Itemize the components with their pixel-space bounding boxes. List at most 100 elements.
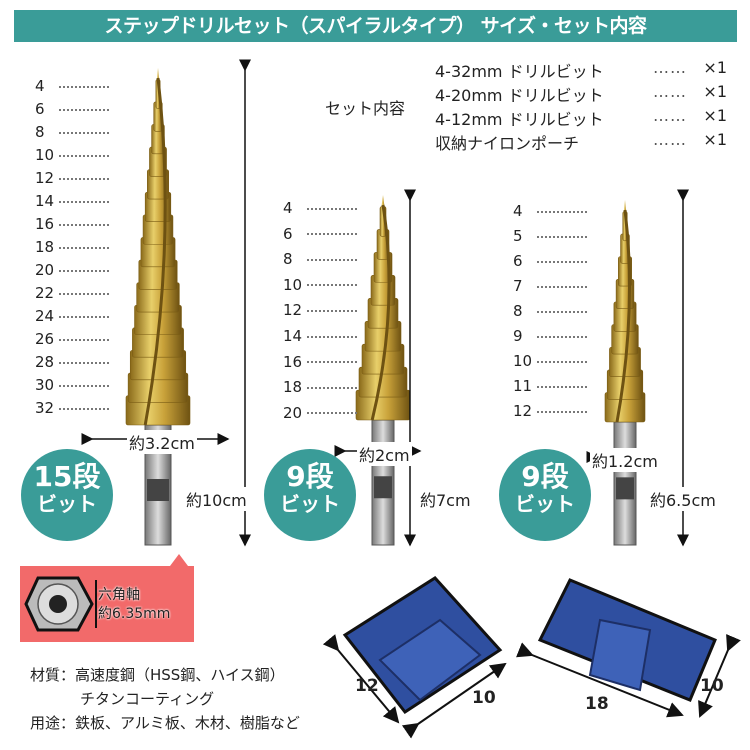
dotted-leader <box>537 260 587 263</box>
badge-9-step: 9段 ビット <box>499 449 591 541</box>
dotted-leader <box>307 233 357 236</box>
step-size-label: 16 <box>35 215 109 233</box>
set-contents-label: セット内容 <box>325 99 406 118</box>
step-size-label: 12 <box>513 402 587 420</box>
step-size-label: 14 <box>35 192 109 210</box>
pouch-width: 12 <box>355 676 379 696</box>
step-size-label: 12 <box>35 169 109 187</box>
spiral-flute <box>143 77 167 426</box>
dotted-leader <box>537 285 587 288</box>
dotted-leader <box>537 360 587 363</box>
dotted-leader <box>307 284 357 287</box>
step-size-label: 16 <box>283 353 357 371</box>
shank-groove <box>616 477 634 500</box>
dotted-leader <box>59 407 109 410</box>
step-size-label: 6 <box>35 100 109 118</box>
dotted-leader <box>59 177 109 180</box>
shank-label: 六角軸 <box>98 587 140 603</box>
dotted-leader <box>59 200 109 203</box>
step-size-label: 12 <box>283 301 357 319</box>
step-size-label: 4 <box>513 202 587 220</box>
set-item: 4-12mm ドリルビット…… ×1 <box>435 106 727 129</box>
pouch-width: 18 <box>585 694 609 714</box>
dotted-leader <box>537 310 587 313</box>
dotted-leader <box>307 412 357 415</box>
length-label: 約7cm <box>418 487 473 511</box>
set-item: 収納ナイロンポーチ…… ×1 <box>435 130 727 153</box>
dotted-leader <box>59 315 109 318</box>
pouch-height: 10 <box>700 676 724 696</box>
step-size-label: 9 <box>513 327 587 345</box>
dotted-leader <box>307 335 357 338</box>
step-size-label: 20 <box>283 404 357 422</box>
length-label: 約10cm <box>184 487 249 511</box>
shank-groove <box>374 476 392 499</box>
set-contents: セット内容 4-32mm ドリルビット…… ×1 4-20mm ドリルビット…… ×… <box>325 58 745 158</box>
width-label: 約1.2cm <box>590 448 660 472</box>
hex-shank-callout: 六角軸 約6.35mm <box>20 554 194 642</box>
pouch-height: 10 <box>472 688 496 708</box>
dotted-leader <box>59 269 109 272</box>
step-size-label: 20 <box>35 261 109 279</box>
dotted-leader <box>537 210 587 213</box>
spiral-flute <box>615 209 631 423</box>
step-size-label: 26 <box>35 330 109 348</box>
dotted-leader <box>59 223 109 226</box>
step-drill-bit <box>604 200 646 546</box>
spiral-flute <box>370 204 391 421</box>
step-size-label: 28 <box>35 353 109 371</box>
badge-9-step: 9段 ビット <box>264 449 356 541</box>
dotted-leader <box>307 361 357 364</box>
dotted-leader <box>59 384 109 387</box>
step-drill-bit <box>355 195 411 546</box>
shank-size: 約6.35mm <box>98 606 171 622</box>
set-item: 4-32mm ドリルビット…… ×1 <box>435 58 727 81</box>
step-size-label: 6 <box>283 225 357 243</box>
pouch-large <box>516 578 741 718</box>
step-size-label: 14 <box>283 327 357 345</box>
dotted-leader <box>59 246 109 249</box>
dotted-leader <box>59 85 109 88</box>
step-size-label: 6 <box>513 252 587 270</box>
pouch-small <box>322 576 507 739</box>
set-item: 4-20mm ドリルビット…… ×1 <box>435 82 727 105</box>
badge-15-step: 15段 ビット <box>21 449 113 541</box>
dotted-leader <box>537 385 587 388</box>
step-size-label: 8 <box>513 302 587 320</box>
step-size-label: 32 <box>35 399 109 417</box>
dotted-leader <box>307 386 357 389</box>
dotted-leader <box>59 108 109 111</box>
step-size-label: 10 <box>35 146 109 164</box>
step-size-label: 18 <box>283 378 357 396</box>
dotted-leader <box>59 154 109 157</box>
hex-nut-icon <box>24 576 97 632</box>
dotted-leader <box>307 207 357 210</box>
spec-material: 材質：高速度鋼（HSS鋼、ハイス鋼） <box>30 666 285 684</box>
step-size-label: 8 <box>283 250 357 268</box>
dotted-leader <box>537 335 587 338</box>
step-size-label: 22 <box>35 284 109 302</box>
dotted-leader <box>59 292 109 295</box>
step-size-label: 10 <box>283 276 357 294</box>
dotted-leader <box>537 235 587 238</box>
step-drill-bit <box>125 68 191 546</box>
spec-coating: チタンコーティング <box>80 690 215 708</box>
dotted-leader <box>59 361 109 364</box>
width-label: 約3.2cm <box>127 430 197 454</box>
dotted-leader <box>537 410 587 413</box>
step-size-label: 4 <box>283 199 357 217</box>
step-size-label: 10 <box>513 352 587 370</box>
dotted-leader <box>307 258 357 261</box>
step-size-label: 24 <box>35 307 109 325</box>
dotted-leader <box>59 131 109 134</box>
dotted-leader <box>307 309 357 312</box>
step-size-label: 30 <box>35 376 109 394</box>
step-size-label: 8 <box>35 123 109 141</box>
step-size-label: 7 <box>513 277 587 295</box>
width-label: 約2cm <box>357 442 412 466</box>
dotted-leader <box>59 338 109 341</box>
step-size-label: 4 <box>35 77 109 95</box>
page-title: ステップドリルセット（スパイラルタイプ） サイズ・セット内容 <box>14 10 737 42</box>
shank-groove <box>147 479 169 501</box>
